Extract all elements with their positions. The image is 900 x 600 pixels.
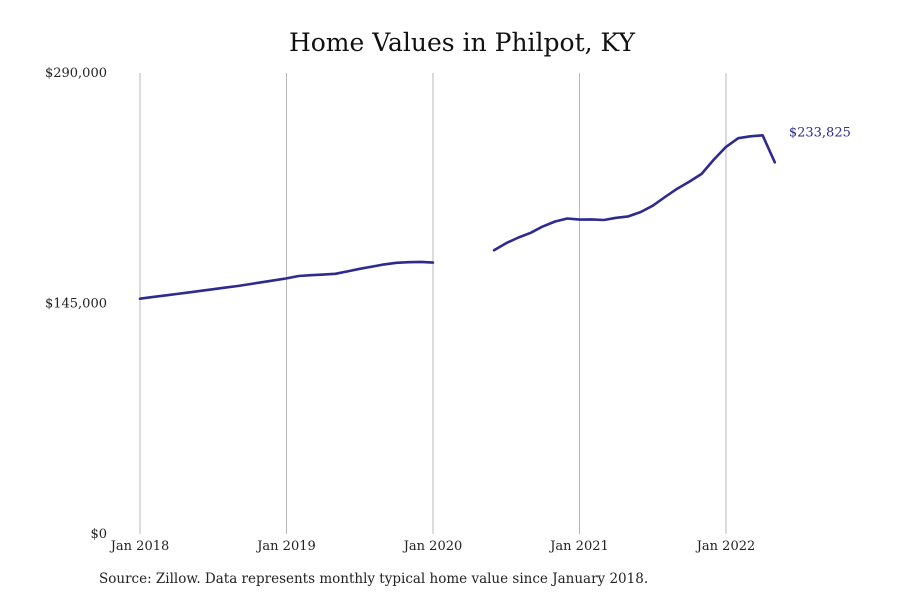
chart-title: Home Values in Philpot, KY xyxy=(289,28,636,57)
series-line-segment-1 xyxy=(492,134,777,252)
x-tick-label: Jan 2022 xyxy=(695,539,756,554)
y-tick-label: $0 xyxy=(90,527,107,542)
y-axis-ticks: $290,000 $145,000 $0 xyxy=(45,66,107,542)
source-note: Source: Zillow. Data represents monthly … xyxy=(99,571,649,587)
y-tick-label: $290,000 xyxy=(45,66,107,81)
series-lines xyxy=(138,134,777,301)
y-tick-label: $145,000 xyxy=(45,297,107,312)
end-value-label: $233,825 xyxy=(789,125,851,140)
x-tick-label: Jan 2021 xyxy=(548,539,609,554)
x-tick-label: Jan 2019 xyxy=(255,539,316,554)
x-axis-ticks: Jan 2018 Jan 2019 Jan 2020 Jan 2021 Jan 2022 xyxy=(109,539,756,554)
x-tick-label: Jan 2018 xyxy=(109,539,170,554)
x-tick-label: Jan 2020 xyxy=(402,539,463,554)
series-line-segment-0 xyxy=(138,260,435,301)
gridlines xyxy=(139,73,727,534)
